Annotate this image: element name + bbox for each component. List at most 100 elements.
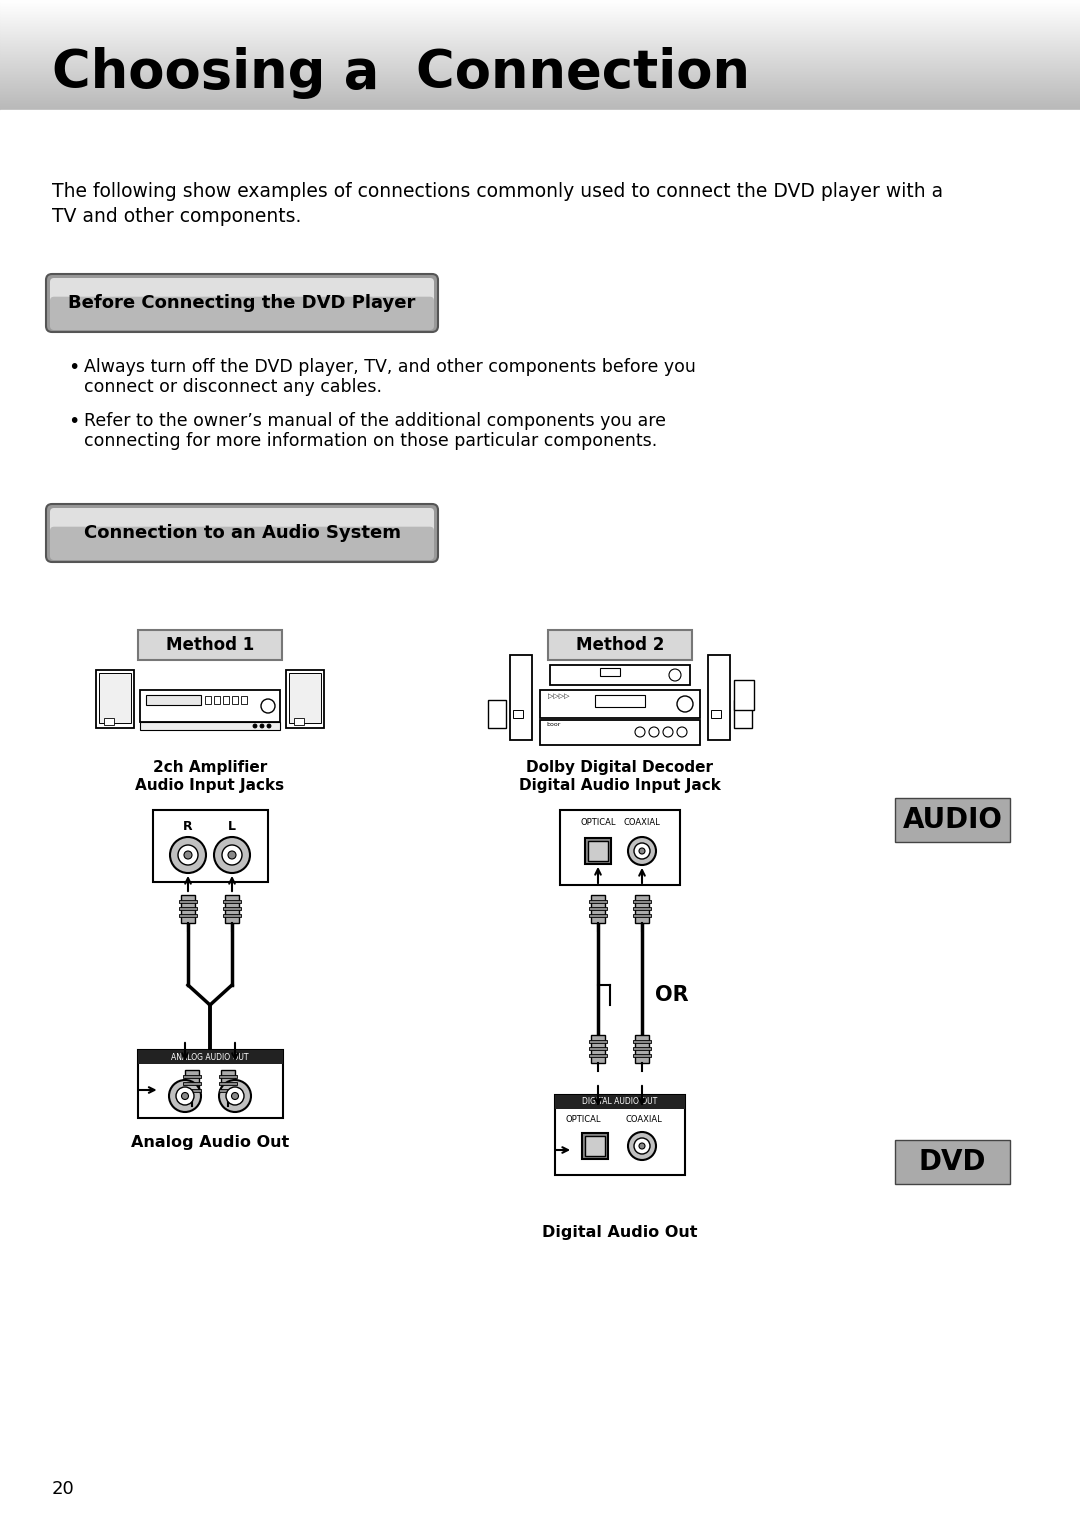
Bar (140, 690, 280, 722)
Bar (146, 694, 201, 705)
FancyBboxPatch shape (548, 630, 692, 661)
Bar (550, 665, 690, 685)
Text: ANALOG AUDIO OUT: ANALOG AUDIO OUT (172, 1053, 248, 1061)
Bar (895, 799, 1010, 842)
Bar (152, 809, 268, 881)
Bar (183, 1082, 201, 1085)
Bar (219, 1082, 237, 1085)
Text: Before Connecting the DVD Player: Before Connecting the DVD Player (68, 294, 416, 313)
Bar (633, 914, 651, 917)
Text: R: R (184, 820, 193, 832)
Text: OPTICAL: OPTICAL (580, 819, 616, 826)
Circle shape (168, 1081, 201, 1111)
Bar (555, 1095, 685, 1108)
Text: Method 1: Method 1 (166, 636, 254, 655)
Bar (589, 1047, 607, 1050)
Bar (582, 1133, 608, 1159)
Text: boor: boor (546, 722, 561, 727)
Text: OR: OR (654, 986, 689, 1006)
Circle shape (627, 1131, 656, 1160)
Bar (540, 721, 700, 745)
Bar (585, 839, 611, 865)
Bar (585, 1136, 605, 1156)
Bar (635, 1035, 649, 1062)
Text: connecting for more information on those particular components.: connecting for more information on those… (84, 432, 658, 451)
Bar (633, 908, 651, 911)
FancyBboxPatch shape (50, 527, 434, 560)
Bar (99, 673, 131, 724)
Bar (181, 895, 195, 923)
Bar (232, 696, 238, 704)
Bar (205, 696, 211, 704)
Text: •: • (68, 412, 79, 431)
Text: OPTICAL: OPTICAL (565, 1114, 600, 1124)
Bar (222, 900, 241, 903)
Bar (222, 696, 229, 704)
Bar (183, 1088, 201, 1091)
Bar (286, 670, 324, 728)
Circle shape (170, 837, 206, 872)
Circle shape (261, 699, 275, 713)
Bar (221, 1070, 235, 1098)
Text: 20: 20 (52, 1479, 75, 1498)
FancyBboxPatch shape (138, 630, 282, 661)
Circle shape (677, 696, 693, 711)
Bar (633, 1047, 651, 1050)
Circle shape (649, 727, 659, 737)
Text: Audio Input Jacks: Audio Input Jacks (135, 779, 284, 793)
Bar (104, 717, 114, 725)
Text: Always turn off the DVD player, TV, and other components before you: Always turn off the DVD player, TV, and … (84, 359, 696, 376)
Bar (591, 895, 605, 923)
Circle shape (176, 1087, 194, 1105)
Circle shape (231, 1093, 239, 1099)
Bar (225, 895, 239, 923)
Bar (219, 1088, 237, 1091)
Circle shape (639, 848, 645, 854)
FancyBboxPatch shape (46, 274, 438, 333)
Bar (600, 668, 620, 676)
Bar (589, 900, 607, 903)
Bar (241, 696, 247, 704)
Bar (895, 1141, 1010, 1183)
Circle shape (178, 845, 198, 865)
Bar (179, 908, 197, 911)
Circle shape (219, 1081, 251, 1111)
Bar (591, 1035, 605, 1062)
Text: DVD: DVD (919, 1148, 986, 1176)
Circle shape (214, 837, 249, 872)
Text: connect or disconnect any cables.: connect or disconnect any cables. (84, 379, 382, 396)
Circle shape (228, 851, 237, 858)
Bar (540, 690, 700, 717)
Circle shape (267, 724, 271, 728)
FancyBboxPatch shape (46, 504, 438, 563)
Bar (595, 694, 645, 707)
Text: Refer to the owner’s manual of the additional components you are: Refer to the owner’s manual of the addit… (84, 412, 666, 429)
Bar (711, 710, 721, 717)
Bar (513, 710, 523, 717)
Circle shape (677, 727, 687, 737)
Bar (555, 1095, 685, 1174)
Bar (588, 842, 608, 862)
FancyBboxPatch shape (50, 507, 434, 541)
Bar (635, 895, 649, 923)
Bar (561, 809, 680, 885)
Circle shape (627, 837, 656, 865)
FancyBboxPatch shape (50, 297, 434, 330)
Text: Choosing a  Connection: Choosing a Connection (52, 48, 750, 100)
Circle shape (181, 1093, 189, 1099)
Bar (589, 1055, 607, 1056)
Bar (137, 1050, 283, 1118)
Circle shape (635, 727, 645, 737)
Bar (589, 908, 607, 911)
Text: Connection to an Audio System: Connection to an Audio System (83, 524, 401, 543)
Text: L: L (228, 820, 237, 832)
Bar (183, 1075, 201, 1078)
Bar (589, 1039, 607, 1042)
Circle shape (669, 668, 681, 681)
Text: Digital Audio Input Jack: Digital Audio Input Jack (519, 779, 721, 793)
Bar (633, 1039, 651, 1042)
Circle shape (634, 843, 650, 858)
Text: TV and other components.: TV and other components. (52, 207, 301, 225)
Text: COAXIAL: COAXIAL (623, 819, 660, 826)
Bar (96, 670, 134, 728)
